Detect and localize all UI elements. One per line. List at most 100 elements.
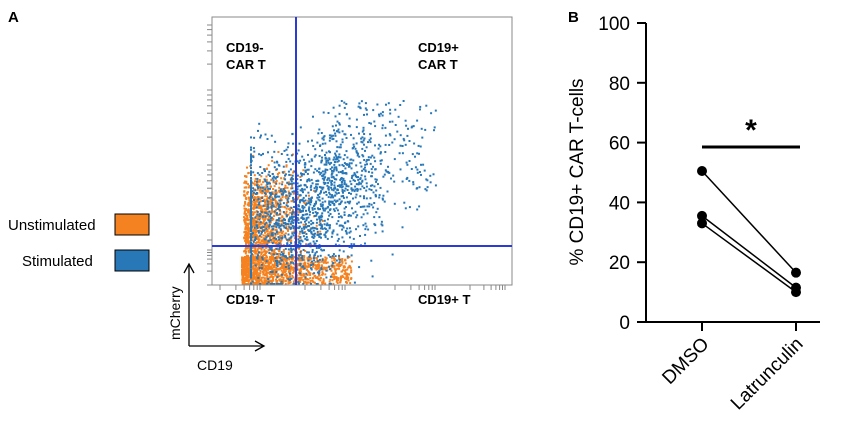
flow-dot-unstimulated bbox=[251, 203, 254, 206]
data-point-latrunculin bbox=[791, 267, 801, 278]
flow-dot-unstimulated bbox=[254, 255, 257, 258]
flow-dot-stimulated bbox=[365, 160, 368, 163]
flow-dot-stimulated bbox=[320, 248, 323, 251]
flow-dot-stimulated bbox=[404, 207, 407, 210]
flow-dot-stimulated bbox=[313, 259, 316, 262]
flow-dot-stimulated bbox=[261, 189, 264, 192]
flow-dot-unstimulated bbox=[334, 270, 337, 273]
flow-dot-unstimulated bbox=[257, 226, 260, 229]
flow-dot-unstimulated bbox=[269, 258, 272, 261]
flow-dot-stimulated bbox=[381, 230, 384, 233]
flow-dot-stimulated bbox=[338, 184, 341, 187]
flow-dot-stimulated bbox=[257, 276, 260, 279]
flow-dot-stimulated bbox=[378, 143, 381, 146]
flow-dot-stimulated bbox=[407, 127, 409, 130]
flow-dot-unstimulated bbox=[269, 198, 272, 201]
flow-dot-unstimulated bbox=[274, 262, 277, 265]
flow-dot-stimulated bbox=[404, 119, 407, 122]
flow-dot-unstimulated bbox=[250, 281, 252, 284]
flow-dot-stimulated bbox=[326, 168, 329, 171]
flow-dot-unstimulated bbox=[312, 272, 314, 275]
flow-dot-stimulated bbox=[282, 165, 285, 168]
flow-dot-stimulated bbox=[287, 183, 290, 186]
flow-dot-unstimulated bbox=[266, 267, 269, 270]
flow-dot-stimulated bbox=[361, 141, 364, 144]
flow-dot-stimulated bbox=[269, 213, 272, 215]
flow-dot-stimulated bbox=[373, 202, 376, 204]
flow-dot-stimulated bbox=[264, 188, 267, 191]
flow-dot-stimulated bbox=[338, 123, 341, 126]
flow-dot-unstimulated bbox=[283, 264, 286, 267]
flow-dot-stimulated bbox=[280, 251, 283, 254]
flow-dot-stimulated bbox=[349, 214, 352, 217]
flow-dot-unstimulated bbox=[344, 273, 347, 276]
flow-dot-stimulated bbox=[368, 205, 371, 208]
flow-dot-stimulated bbox=[263, 178, 266, 181]
flow-dot-stimulated bbox=[341, 141, 344, 144]
flow-dot-stimulated bbox=[321, 203, 324, 206]
flow-dot-stimulated bbox=[319, 219, 322, 222]
flow-dot-stimulated bbox=[289, 168, 292, 171]
flow-dot-stimulated bbox=[275, 193, 278, 196]
flow-dot-stimulated bbox=[352, 143, 355, 146]
flow-dot-stimulated bbox=[302, 265, 305, 268]
flow-dot-stimulated bbox=[284, 236, 287, 239]
flow-dot-stimulated bbox=[342, 165, 345, 167]
flow-dot-stimulated bbox=[300, 172, 302, 175]
flow-dot-unstimulated bbox=[292, 192, 295, 195]
flow-dot-stimulated bbox=[328, 265, 331, 268]
flow-dot-stimulated bbox=[290, 256, 293, 259]
flow-dot-stimulated bbox=[287, 197, 290, 200]
flow-dot-stimulated bbox=[324, 171, 327, 174]
flow-dot-unstimulated bbox=[263, 186, 266, 189]
flow-dot-stimulated bbox=[278, 217, 280, 220]
flow-dot-unstimulated bbox=[244, 175, 246, 178]
flow-dot-unstimulated bbox=[337, 264, 340, 267]
flow-axis-ticks bbox=[207, 24, 506, 290]
flow-dot-stimulated bbox=[333, 156, 336, 159]
flow-dot-unstimulated bbox=[290, 200, 293, 203]
flow-dot-stimulated bbox=[349, 236, 351, 239]
flow-dot-stimulated bbox=[262, 200, 265, 202]
flow-dot-stimulated bbox=[279, 206, 282, 208]
flow-dot-unstimulated bbox=[278, 171, 281, 174]
flow-dot-stimulated bbox=[282, 202, 285, 205]
flow-dot-stimulated bbox=[356, 188, 359, 191]
flow-dot-stimulated bbox=[426, 179, 429, 182]
flow-dot-stimulated bbox=[354, 196, 357, 199]
flow-dot-unstimulated bbox=[253, 249, 256, 252]
flow-dot-stimulated bbox=[336, 199, 339, 202]
flow-dot-stimulated bbox=[304, 162, 307, 164]
flow-dot-stimulated bbox=[308, 201, 311, 204]
flow-dot-stimulated bbox=[352, 174, 355, 177]
flow-dot-unstimulated bbox=[255, 242, 258, 244]
flow-dot-stimulated bbox=[327, 218, 329, 221]
flow-dot-unstimulated bbox=[324, 282, 327, 285]
flow-dot-stimulated bbox=[394, 108, 397, 111]
flow-dot-unstimulated bbox=[285, 210, 288, 213]
flow-dot-stimulated bbox=[348, 162, 351, 165]
flow-dot-unstimulated bbox=[337, 265, 340, 268]
flow-dot-unstimulated bbox=[245, 243, 247, 246]
flow-dot-stimulated bbox=[358, 132, 360, 135]
flow-dot-stimulated bbox=[290, 217, 293, 219]
flow-dot-stimulated bbox=[287, 233, 290, 236]
flow-dot-stimulated bbox=[425, 104, 428, 107]
flow-dot-stimulated bbox=[416, 168, 419, 171]
flow-dot-stimulated bbox=[316, 196, 319, 199]
flow-dot-unstimulated bbox=[304, 224, 307, 227]
flow-dot-unstimulated bbox=[265, 206, 268, 209]
flow-dot-stimulated bbox=[323, 135, 326, 138]
flow-dot-stimulated bbox=[421, 136, 424, 139]
flow-dot-stimulated bbox=[350, 243, 353, 246]
flow-dot-stimulated bbox=[304, 237, 307, 240]
flow-dot-stimulated bbox=[262, 226, 265, 228]
flow-dot-stimulated bbox=[251, 190, 254, 193]
flow-dot-unstimulated bbox=[270, 201, 273, 204]
flow-dot-stimulated bbox=[337, 128, 340, 131]
flow-dot-stimulated bbox=[304, 213, 307, 216]
flow-dot-stimulated bbox=[312, 211, 315, 214]
flow-dot-stimulated bbox=[316, 179, 319, 182]
flow-dot-stimulated bbox=[293, 170, 296, 173]
flow-dot-unstimulated bbox=[265, 168, 268, 170]
